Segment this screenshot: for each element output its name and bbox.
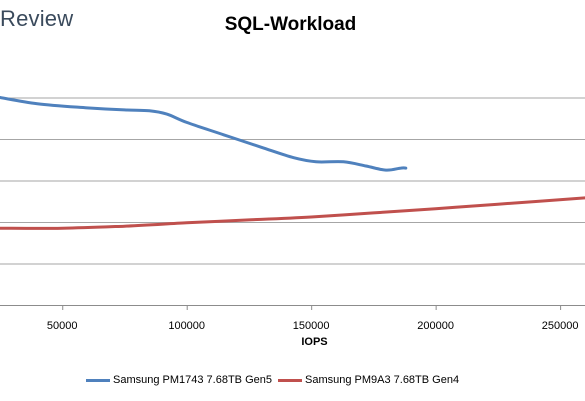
legend-item-pm1743: Samsung PM1743 7.68TB Gen5 bbox=[86, 374, 272, 386]
legend-swatch-pm1743 bbox=[86, 378, 110, 382]
x-axis-title: IOPS bbox=[0, 336, 585, 348]
series-line-1 bbox=[0, 196, 585, 230]
series-lines bbox=[0, 96, 585, 230]
series-line-0 bbox=[0, 96, 408, 172]
x-tick-label-100000: 100000 bbox=[168, 320, 205, 332]
x-tick-label-150000: 150000 bbox=[293, 320, 330, 332]
legend-label-pm9a3: Samsung PM9A3 7.68TB Gen4 bbox=[304, 374, 460, 386]
chart-title: SQL-Workload bbox=[0, 14, 585, 36]
x-tick-label-50000: 50000 bbox=[47, 320, 78, 332]
brand-logo-text: Review bbox=[0, 6, 74, 31]
x-axis-ticks: 50000 100000 150000 200000 250000 bbox=[47, 305, 579, 332]
legend-label-pm1743: Samsung PM1743 7.68TB Gen5 bbox=[113, 374, 272, 386]
gridlines bbox=[0, 97, 585, 306]
x-tick-label-200000: 200000 bbox=[417, 320, 454, 332]
x-tick-label-250000: 250000 bbox=[542, 320, 579, 332]
legend: Samsung PM1743 7.68TB Gen5 Samsung PM9A3… bbox=[86, 372, 465, 388]
legend-swatch-pm9a3 bbox=[277, 378, 302, 382]
legend-item-pm9a3: Samsung PM9A3 7.68TB Gen4 bbox=[277, 374, 460, 386]
chart-title-text: SQL-Workload bbox=[224, 14, 357, 35]
x-axis-title-text: IOPS bbox=[301, 336, 328, 348]
